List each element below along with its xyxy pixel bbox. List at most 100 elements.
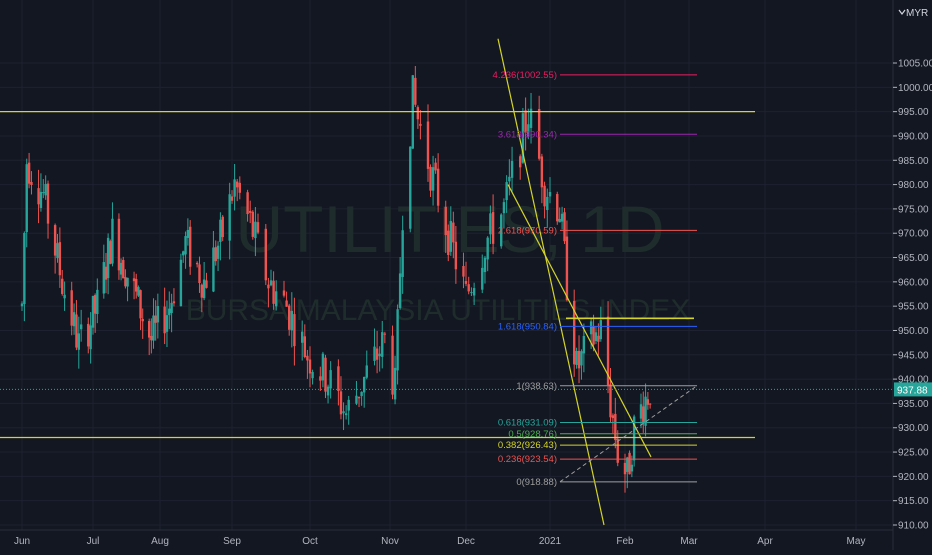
- candle-body: [375, 348, 379, 360]
- candle-body: [290, 310, 293, 331]
- time-tick-label: Dec: [457, 536, 475, 547]
- candle-body: [303, 336, 306, 358]
- fib-level-label: 0.5(928.76): [508, 429, 557, 440]
- candle-body: [198, 264, 201, 284]
- price-tick-label: 910.00: [898, 521, 929, 532]
- candle-body: [39, 191, 43, 208]
- candle-body: [362, 376, 366, 393]
- price-axis[interactable]: 910.00 915.00 920.00 925.00 930.00 935.00 940.…: [892, 0, 932, 550]
- candle-body: [409, 146, 412, 229]
- price-tick-label: 980.00: [898, 180, 929, 191]
- candle-body: [61, 278, 64, 294]
- candle-body: [152, 315, 155, 341]
- candle-body: [572, 300, 576, 365]
- candle-body: [393, 367, 397, 400]
- candle-body: [249, 210, 252, 213]
- candle-body: [391, 335, 394, 395]
- candle-body: [426, 121, 430, 169]
- candle-body: [200, 284, 204, 298]
- fib-level-label: 4.236(1002.55): [493, 70, 557, 81]
- candle-body: [589, 321, 593, 335]
- price-tick-label: 935.00: [898, 399, 929, 410]
- candle-body: [179, 259, 183, 307]
- candle-body: [434, 162, 437, 171]
- price-tick-label: 1000.00: [898, 83, 932, 94]
- candle-body: [264, 228, 267, 281]
- candle-body: [126, 277, 129, 287]
- candle-body: [77, 333, 80, 350]
- candle-body: [646, 399, 650, 405]
- candle-body: [63, 294, 66, 299]
- candle-body: [42, 192, 45, 194]
- candle-body: [546, 196, 549, 211]
- time-tick-label: Sep: [223, 536, 241, 547]
- last-price-tag: [894, 382, 932, 397]
- candle-body: [462, 266, 465, 277]
- candle-body: [419, 123, 422, 126]
- candle-body: [502, 202, 506, 214]
- candle-body: [37, 188, 40, 205]
- candle-body: [436, 168, 440, 206]
- candle-body: [639, 404, 643, 419]
- fib-level-label: 1(938.63): [516, 381, 557, 392]
- candle-body: [219, 219, 222, 242]
- price-tick-label: 995.00: [898, 107, 929, 118]
- price-tick-label: 945.00: [898, 350, 929, 361]
- trend-line-1: [497, 38, 605, 526]
- candle-body: [87, 323, 90, 347]
- candle-body: [212, 247, 215, 292]
- candle-body: [628, 452, 631, 475]
- candle-body: [489, 213, 492, 235]
- candle-body: [556, 194, 559, 222]
- fib-level-label: 0.382(926.43): [498, 440, 557, 451]
- candle-body: [163, 306, 166, 334]
- candle-body: [75, 314, 78, 348]
- price-tick-label: 1005.00: [898, 59, 932, 70]
- candle-body: [27, 162, 31, 184]
- candle-body: [70, 290, 73, 326]
- candle-body: [221, 216, 224, 238]
- price-tick-label: 925.00: [898, 448, 929, 459]
- candle-body: [216, 245, 220, 259]
- candle-body: [321, 353, 325, 381]
- candle-body: [96, 289, 99, 315]
- candle-body: [563, 212, 566, 242]
- chevron-down-icon[interactable]: [898, 9, 906, 15]
- candle-body: [560, 213, 564, 222]
- time-axis[interactable]: Jun Jul Aug Sep Oct Nov Dec 2021 Feb Mar Apr May: [0, 529, 893, 547]
- candle-body: [483, 257, 487, 273]
- candle-body: [543, 185, 546, 207]
- candle-body: [58, 242, 62, 276]
- candle-body: [486, 237, 489, 260]
- candle-body: [319, 376, 322, 381]
- fib-level-label: 0.618(931.09): [498, 417, 557, 428]
- candle-body: [214, 247, 217, 262]
- candle-body: [500, 214, 503, 247]
- price-tick-label: 920.00: [898, 472, 929, 483]
- currency-label[interactable]: MYR: [906, 8, 928, 19]
- price-tick-label: 960.00: [898, 277, 929, 288]
- currency-selector[interactable]: MYR: [898, 8, 928, 19]
- candle-body: [447, 230, 450, 256]
- candle-body: [611, 415, 615, 419]
- candle-body: [396, 309, 399, 371]
- candle-body: [156, 305, 160, 323]
- candle-body: [398, 273, 402, 308]
- candle-body: [79, 324, 83, 330]
- candle-body: [44, 184, 47, 196]
- candle-body: [648, 403, 652, 405]
- fib-level-label: 2.618(970.59): [498, 225, 557, 236]
- candle-body: [577, 350, 581, 369]
- candle-body: [137, 287, 140, 296]
- candle-body: [20, 303, 24, 307]
- price-tick-label: 990.00: [898, 131, 929, 142]
- candle-body: [592, 326, 595, 345]
- candle-body: [275, 291, 278, 307]
- candle-body: [267, 284, 270, 289]
- candle-body: [582, 335, 586, 354]
- candle-body: [599, 320, 603, 340]
- candle-body: [454, 241, 458, 270]
- candle-body: [642, 406, 645, 424]
- candle-body: [481, 267, 484, 290]
